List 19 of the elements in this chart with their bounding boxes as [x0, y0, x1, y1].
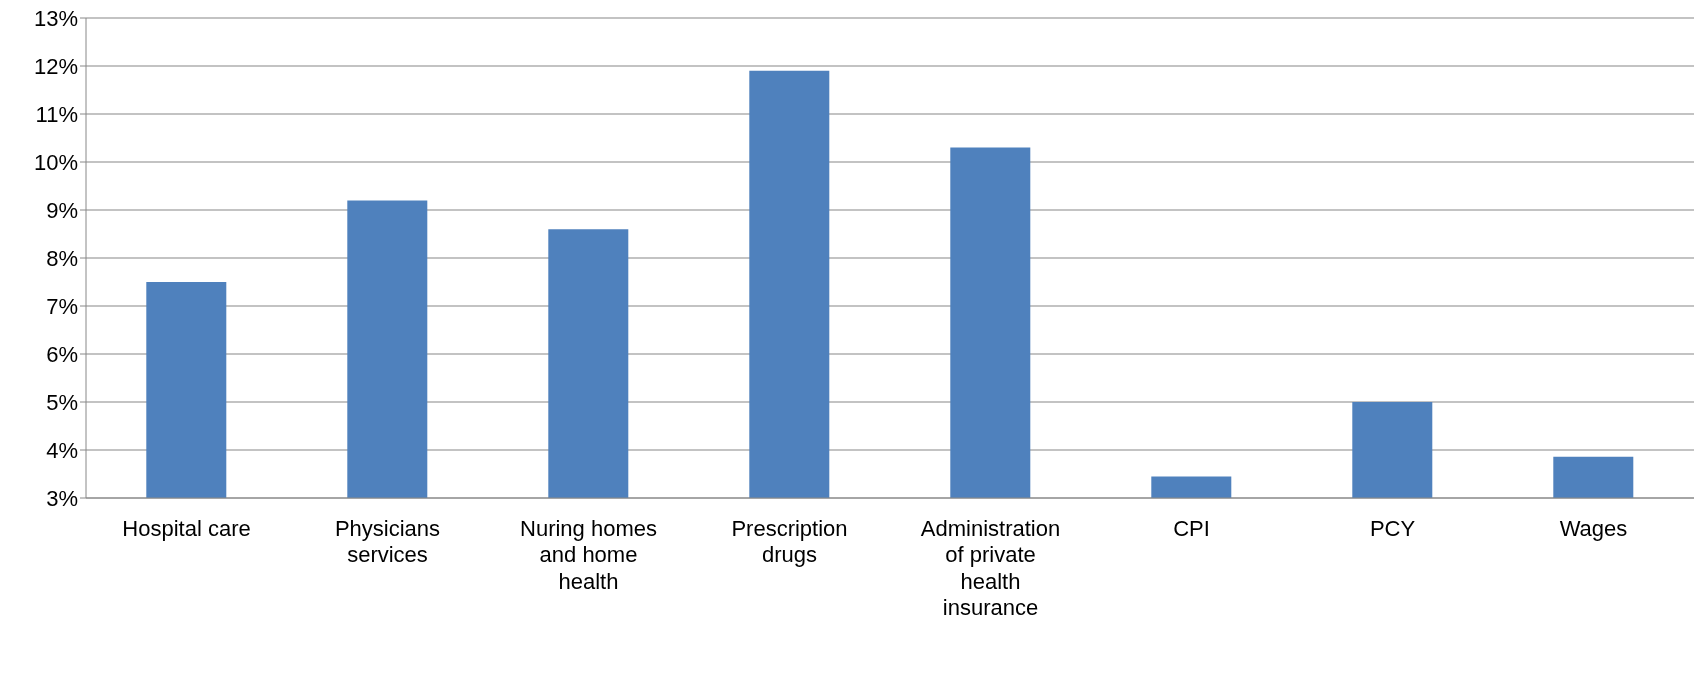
- x-tick-label: Physicians services: [334, 516, 441, 568]
- x-tick-label: PCY: [1369, 516, 1416, 541]
- x-tick-label: Hospital care: [122, 516, 251, 541]
- y-tick-label: 7%: [46, 293, 78, 319]
- x-tick-label: Nuring homes and home health: [520, 516, 657, 594]
- y-tick-label: 5%: [46, 389, 78, 415]
- y-tick-label: 3%: [46, 485, 78, 511]
- y-tick-label: 13%: [33, 5, 78, 31]
- x-tick-label: Administration of private health insurance: [920, 516, 1061, 621]
- y-tick-label: 9%: [46, 197, 78, 223]
- x-tick-label: CPI: [1173, 516, 1210, 541]
- y-tick-label: 6%: [46, 341, 78, 367]
- y-tick-label: 12%: [33, 53, 78, 79]
- y-tick-label: 8%: [46, 245, 78, 271]
- y-tick-label: 10%: [33, 149, 78, 175]
- x-tick-label: Prescription drugs: [731, 516, 848, 568]
- y-tick-label: 11%: [35, 101, 78, 127]
- y-tick-label: 4%: [46, 437, 78, 463]
- x-tick-label: Wages: [1559, 516, 1628, 541]
